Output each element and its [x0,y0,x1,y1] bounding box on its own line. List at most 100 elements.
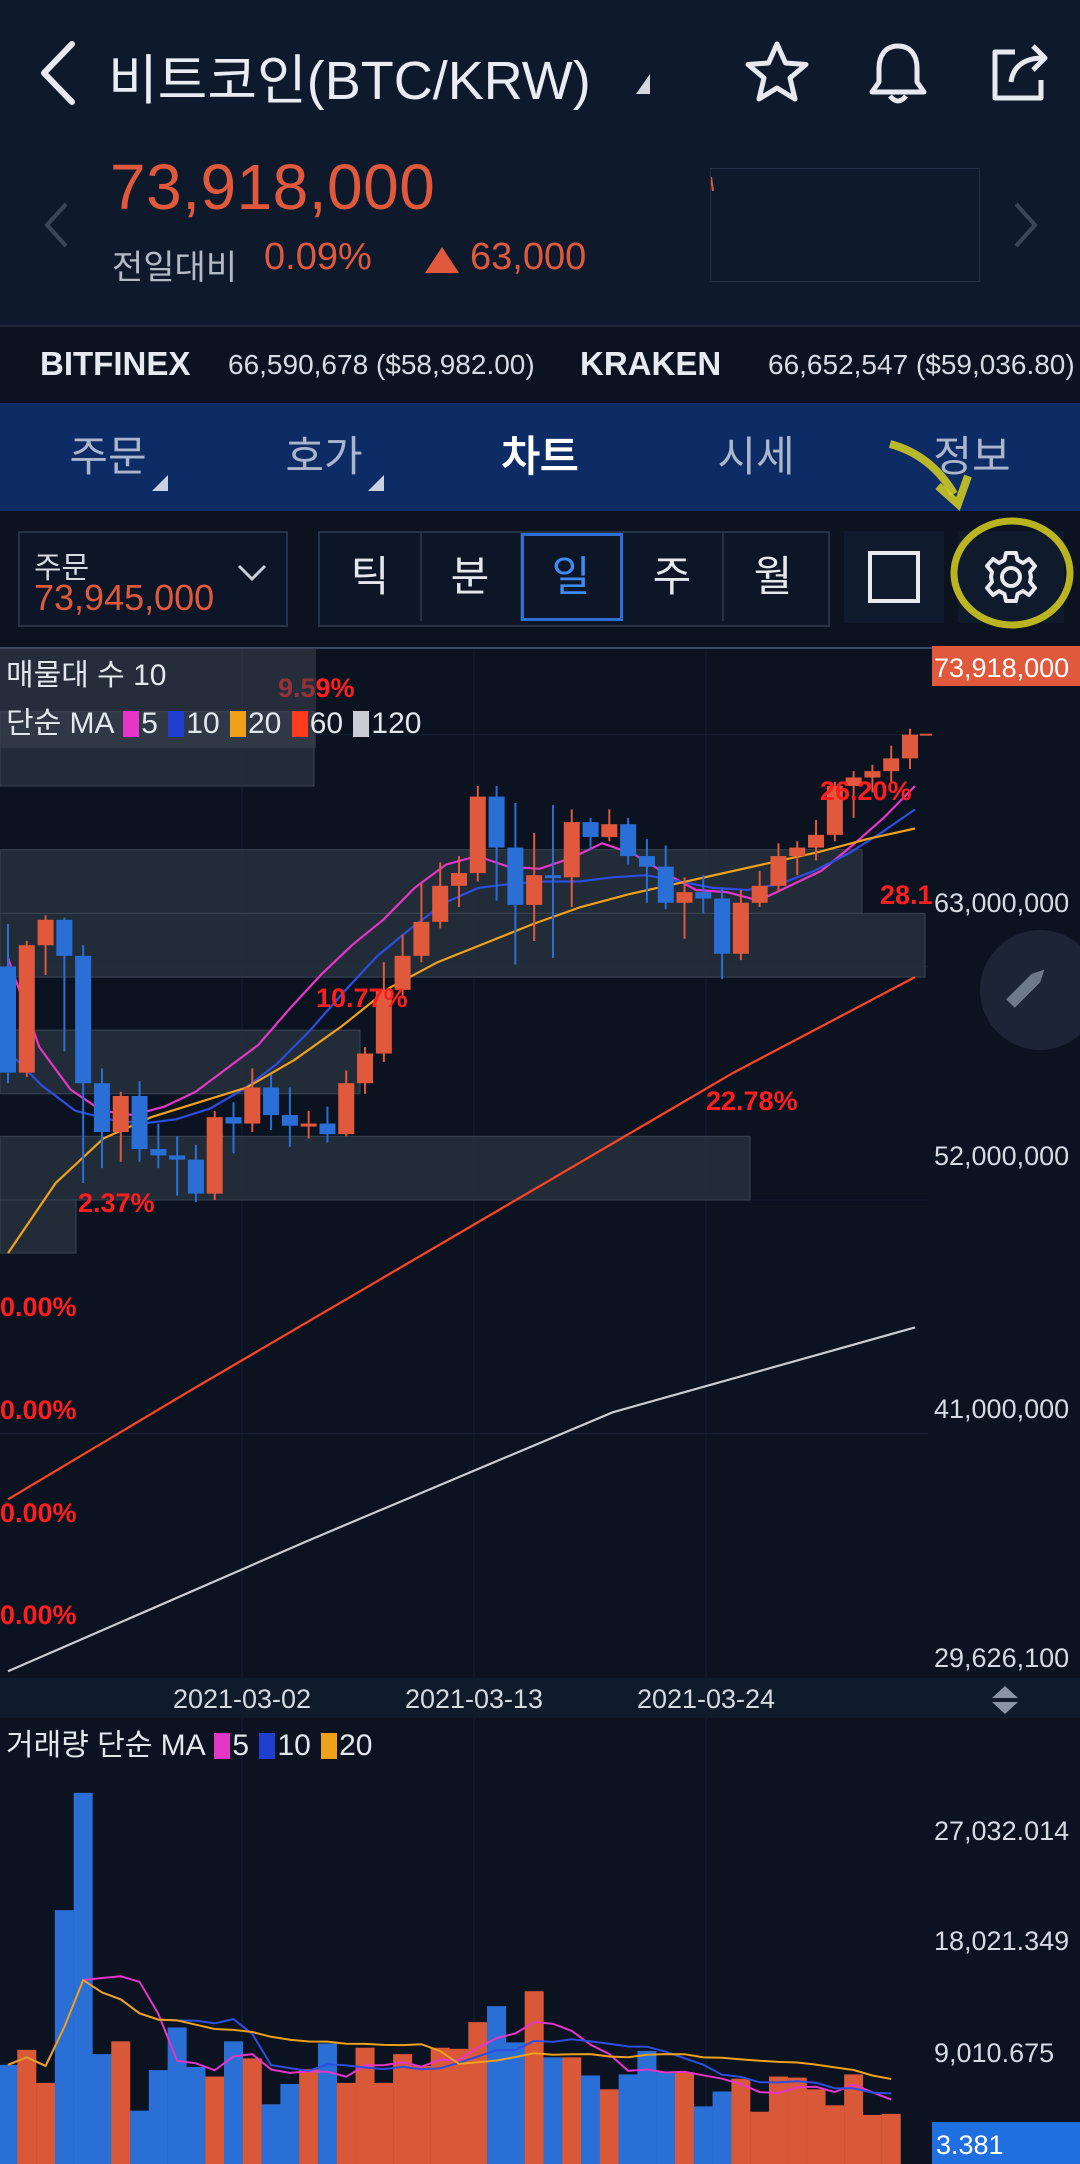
draw-tool-button[interactable] [980,930,1080,1050]
volume-bar [768,2076,788,2164]
volume-profile-bar [0,1029,361,1095]
candle-down [187,1159,204,1194]
legend-ma60: 60 [309,707,344,740]
ma20-swatch [229,711,246,737]
candle-down [714,898,731,954]
page-title[interactable]: 비트코인(BTC/KRW) [108,51,591,111]
candle-up [244,1087,261,1124]
date-tick-label: 2021-03-02 [173,1684,311,1714]
vol-ma10-swatch [259,1733,276,1759]
period-tick[interactable]: 틱 [320,533,422,621]
volume-profile-bar [0,1135,751,1201]
volume-bar [430,2047,450,2164]
volume-bar [693,2106,713,2164]
volume-profile-label: 0.00% [0,1395,77,1425]
legend-volume-profile: 매물대 수 10 [6,659,167,692]
volume-bar [111,2041,131,2164]
ma5-swatch [123,711,140,737]
volume-tick-label: 27,032.014 [934,1816,1069,1846]
candle-up [732,902,749,954]
bell-icon[interactable] [863,38,933,108]
exchange-name: BITFINEX [40,345,191,382]
volume-bar [36,2082,56,2164]
dropdown-caret-icon[interactable] [636,74,650,94]
volume-profile-label: 10.77% [316,983,408,1013]
volume-bar [92,2054,112,2164]
ma60-line [7,976,916,1501]
legend-ma5: 5 [141,707,158,740]
chevron-left-icon[interactable] [42,200,70,250]
date-tick-label: 2021-03-24 [637,1684,775,1714]
candle-up [469,796,486,874]
price-summary [0,145,1080,325]
candle-up [845,777,862,786]
candle-up [451,873,467,886]
price-chart[interactable]: 9.59%26.20%28.10%10.77%22.78%2.37%0.00%0… [0,646,1080,2164]
volume-bar [0,2064,18,2164]
ma120-swatch [353,711,370,737]
legend-ma-prefix: 단순 MA [6,707,113,740]
volume-tick-label: 9,010.675 [934,2038,1054,2068]
legend-vol-ma5: 5 [232,1729,250,1762]
last-volume-box [932,2122,1080,2164]
order-price-selector[interactable] [18,531,288,627]
fullscreen-square-icon [868,551,920,603]
tab-orderbook[interactable]: 호가 [285,433,363,480]
date-tick-label: 2021-03-13 [405,1684,543,1714]
tab-order[interactable]: 주문 [69,433,147,480]
candle-down [169,1155,186,1160]
volume-tick-label: 18,021.349 [934,1926,1069,1956]
date-axis: 2021-03-02 2021-03-13 2021-03-24 [0,1678,1080,1718]
candle-up [413,921,430,956]
volume-bar [393,2054,413,2164]
candle-up [394,955,411,990]
ma120-line [7,1326,916,1673]
chevron-down-icon[interactable] [236,562,268,584]
star-icon[interactable] [742,38,812,108]
candle-up [751,885,768,903]
period-minute[interactable]: 분 [420,533,522,621]
volume-moving-averages [7,1975,892,2101]
corner-triangle-icon [368,475,384,491]
candle-up [883,758,900,772]
volume-bar [261,2104,281,2164]
legend-vol-ma10: 10 [277,1729,311,1762]
price-tick-label: 52,000,000 [934,1141,1069,1171]
period-day[interactable]: 일 [521,533,623,621]
volume-bar [599,2089,619,2164]
volume-ma5-line [7,1975,892,2101]
exchange-name: KRAKEN [580,345,722,382]
volume-profile-bar [0,912,926,978]
volume-bar [618,2074,638,2164]
volume-bar [543,2057,563,2164]
tab-market[interactable]: 시세 [717,433,795,480]
period-week[interactable]: 주 [622,533,724,621]
share-icon[interactable] [985,38,1055,108]
volume-bar [148,2070,168,2164]
volume-profile-bar [0,849,863,914]
exchange-value: 66,652,547 ($59,036.80) [768,349,1075,380]
chevron-right-icon[interactable] [1012,200,1040,250]
volume-chart [0,1792,901,2164]
tab-chart[interactable]: 차트 [501,433,579,480]
candle-up [206,1117,223,1194]
volume-bar [299,2069,319,2164]
candle-down [544,875,561,879]
exchange-value: 66,590,678 ($58,982.00) [228,349,535,380]
candle-up [676,892,693,903]
settings-button[interactable] [958,531,1064,623]
back-arrow-icon[interactable] [34,38,84,108]
candle-down [93,1083,110,1133]
volume-bar [675,2072,694,2164]
candle-down [319,1123,336,1135]
resize-up-icon [992,1686,1018,1698]
volume-bar [862,2114,882,2164]
volume-bar [205,2076,225,2164]
volume-bar [167,2027,187,2164]
ma60-swatch [291,711,308,737]
fullscreen-button[interactable] [844,531,944,623]
tab-info[interactable]: 정보 [933,433,1011,480]
candle-down [620,824,637,857]
candlesticks [0,728,918,1203]
period-month[interactable]: 월 [753,553,793,600]
